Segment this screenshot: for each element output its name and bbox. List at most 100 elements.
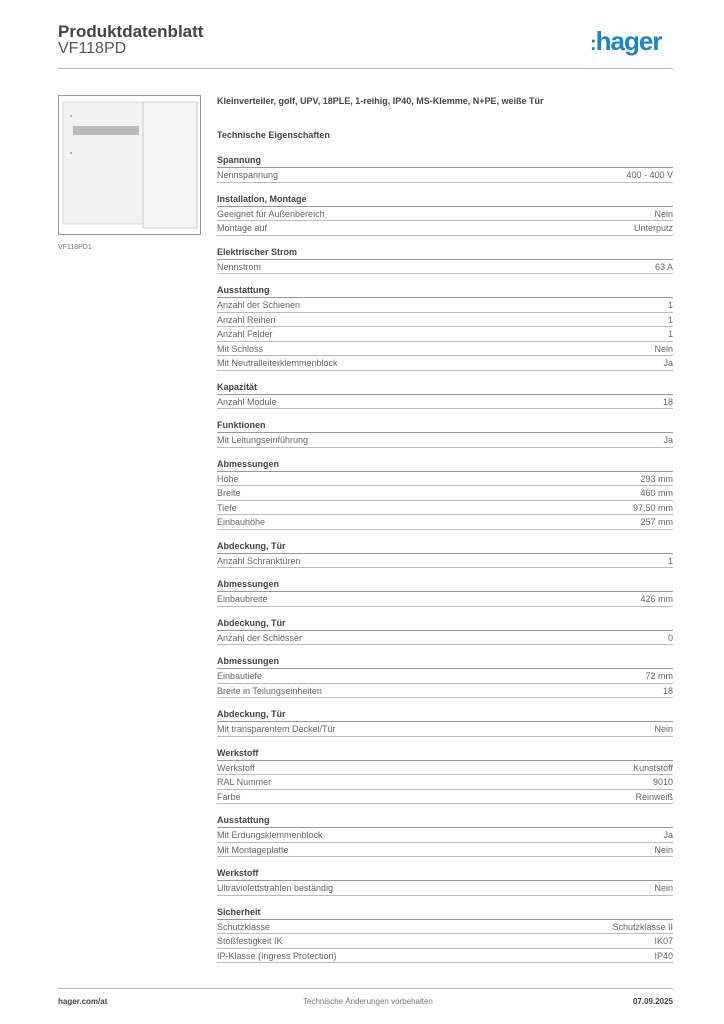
property-label: Einbautiefe <box>217 671 263 681</box>
property-label: Anzahl Schranktüren <box>217 555 301 566</box>
property-label: Mit Leitungseinführung <box>217 435 309 445</box>
property-label: Werkstoff <box>217 762 255 773</box>
property-row: Schutzklasse Schutzklasse II <box>217 920 673 934</box>
property-label: Mit Schloss <box>217 343 264 354</box>
section-heading: Abdeckung, Tür <box>217 616 673 631</box>
property-row: Anzahl Module 18 <box>217 395 673 409</box>
property-value: 1 <box>667 300 673 310</box>
property-section: Elektrischer Strom Nennstrom 63 A <box>217 245 673 274</box>
section-heading: Funktionen <box>217 418 673 433</box>
section-heading: Abmessungen <box>217 654 673 669</box>
property-label: Tiefe <box>217 502 237 513</box>
property-section: Installation, Montage Geeignet für Außenb… <box>217 192 673 236</box>
property-value: 1 <box>667 555 673 566</box>
property-section: Abmessungen Höhe 293 mm Breite 460 mm Tiefe 97… <box>217 457 673 530</box>
footer-note: Technische Änderungen vorbehalten <box>303 997 433 1006</box>
property-section: Sicherheit Schutzklasse Schutzklasse II Sto… <box>217 905 673 963</box>
section-heading: Sicherheit <box>217 905 673 920</box>
property-label: Breite <box>217 488 241 498</box>
section-heading: Spannung <box>217 153 673 168</box>
property-value: Kunststoff <box>633 762 673 773</box>
property-row: Anzahl Felder 1 <box>217 327 673 342</box>
property-value: Nein <box>654 724 673 734</box>
section-heading: Abdeckung, Tür <box>217 539 673 554</box>
property-section: Werkstoff Werkstoff Kunststoff RAL Nummer 90… <box>217 746 673 804</box>
property-value: 400 - 400 V <box>626 170 673 180</box>
property-section: Kapazität Anzahl Module 18 <box>217 380 673 409</box>
property-label: Mit Neutralleiterklemmenblock <box>217 358 338 368</box>
property-row: Nennspannung 400 - 400 V <box>217 168 673 183</box>
properties-column: Kleinverteiler, golf, UPV, 18PLE, 1-reih… <box>217 96 673 972</box>
property-row: Tiefe 97,50 mm <box>217 501 673 515</box>
property-value: Unterputz <box>633 223 673 233</box>
property-row: Anzahl Reihen 1 <box>217 313 673 327</box>
section-heading: Ausstattung <box>217 283 673 298</box>
property-value: 18 <box>662 396 673 407</box>
property-value: Nein <box>654 343 673 354</box>
property-section: Abdeckung, Tür Anzahl Schranktüren 1 <box>217 539 673 568</box>
property-value: 426 mm <box>640 594 673 604</box>
property-value: 257 mm <box>640 517 673 527</box>
property-label: IP-Klasse (Ingress Protection) <box>217 950 337 961</box>
property-label: Anzahl der Schlösser <box>217 632 303 643</box>
property-label: Anzahl Module <box>217 396 277 407</box>
property-row: Stoßfestigkeit IK IK07 <box>217 934 673 949</box>
section-heading: Abmessungen <box>217 577 673 592</box>
property-label: Schutzklasse <box>217 921 271 932</box>
property-row: Höhe 293 mm <box>217 472 673 486</box>
technical-properties-heading: Technische Eigenschaften <box>217 130 330 140</box>
property-label: Nennstrom <box>217 261 262 272</box>
property-section: Abmessungen Einbaubreite 426 mm <box>217 577 673 607</box>
property-label: RAL Nummer <box>217 777 272 787</box>
section-heading: Ausstattung <box>217 813 673 828</box>
property-value: 97,50 mm <box>632 502 673 513</box>
property-row: Einbaubreite 426 mm <box>217 592 673 607</box>
property-row: Anzahl Schranktüren 1 <box>217 554 673 568</box>
property-value: IP40 <box>654 950 673 961</box>
property-row: Nennstrom 63 A <box>217 260 673 274</box>
footer-divider <box>58 988 673 989</box>
property-section: Ausstattung Mit Erdungsklemmenblock Ja Mit … <box>217 813 673 857</box>
property-section: Abdeckung, Tür Mit transparentem Deckel/T… <box>217 707 673 737</box>
property-value: Nein <box>654 208 673 219</box>
property-section: Abdeckung, Tür Anzahl der Schlösser 0 <box>217 616 673 645</box>
property-label: Geeignet für Außenbereich <box>217 208 325 219</box>
property-value: 18 <box>662 685 673 696</box>
property-value: IK07 <box>654 936 673 946</box>
property-row: Anzahl der Schlösser 0 <box>217 631 673 645</box>
property-row: Farbe Reinweiß <box>217 790 673 804</box>
property-label: Anzahl Felder <box>217 329 273 339</box>
section-heading: Kapazität <box>217 380 673 395</box>
property-value: Reinweiß <box>635 791 673 802</box>
property-row: Mit Schloss Nein <box>217 342 673 356</box>
property-row: Mit Erdungsklemmenblock Ja <box>217 828 673 843</box>
section-heading: Werkstoff <box>217 746 673 761</box>
property-row: Mit Montageplatte Nein <box>217 843 673 857</box>
product-image <box>58 95 201 235</box>
property-row: Mit transparentem Deckel/Tür Nein <box>217 722 673 737</box>
property-row: RAL Nummer 9010 <box>217 775 673 790</box>
property-label: Mit transparentem Deckel/Tür <box>217 724 336 734</box>
property-label: Mit Montageplatte <box>217 844 289 855</box>
property-value: 63 A <box>654 261 673 272</box>
property-label: Anzahl Reihen <box>217 314 276 325</box>
property-value: 9010 <box>652 777 673 787</box>
property-label: Breite in Teilungseinheiten <box>217 685 322 696</box>
property-section: Funktionen Mit Leitungseinführung Ja <box>217 418 673 448</box>
section-heading: Installation, Montage <box>217 192 673 207</box>
property-value: 460 mm <box>640 488 673 498</box>
footer-website[interactable]: hager.com/at <box>58 997 108 1006</box>
property-row: Mit Leitungseinführung Ja <box>217 433 673 448</box>
property-value: Ja <box>663 435 673 445</box>
page-title: Produktdatenblatt <box>58 22 204 41</box>
property-label: Farbe <box>217 791 241 802</box>
property-row: Einbauhöhe 257 mm <box>217 515 673 530</box>
property-label: Einbaubreite <box>217 594 268 604</box>
property-row: Einbautiefe 72 mm <box>217 669 673 684</box>
property-value: Nein <box>654 844 673 855</box>
property-value: 1 <box>667 329 673 339</box>
section-heading: Elektrischer Strom <box>217 245 673 260</box>
property-row: IP-Klasse (Ingress Protection) IP40 <box>217 949 673 963</box>
property-value: Ja <box>663 358 673 368</box>
